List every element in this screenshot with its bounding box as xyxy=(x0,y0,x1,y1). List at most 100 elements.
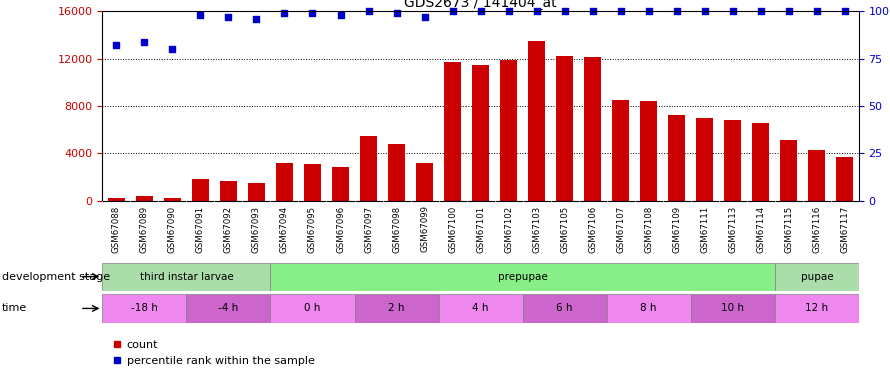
Point xyxy=(278,10,292,16)
Text: GSM67115: GSM67115 xyxy=(784,206,793,253)
Text: 2 h: 2 h xyxy=(388,303,405,313)
Bar xyxy=(837,157,854,201)
Point xyxy=(417,14,432,20)
Bar xyxy=(417,163,433,201)
Bar xyxy=(220,180,237,201)
Point xyxy=(361,8,376,14)
Text: GSM67107: GSM67107 xyxy=(616,206,625,253)
Bar xyxy=(444,62,461,201)
Text: GSM67091: GSM67091 xyxy=(196,206,205,252)
Point xyxy=(109,42,124,48)
Text: GSM67105: GSM67105 xyxy=(560,206,570,253)
Text: development stage: development stage xyxy=(2,272,109,282)
Bar xyxy=(271,294,354,322)
Text: GSM67100: GSM67100 xyxy=(448,206,457,253)
Point xyxy=(390,10,404,16)
Point xyxy=(249,16,263,22)
Text: GSM67096: GSM67096 xyxy=(336,206,345,252)
Bar xyxy=(276,163,293,201)
Bar xyxy=(522,294,607,322)
Bar xyxy=(304,164,321,201)
Text: pupae: pupae xyxy=(800,272,833,282)
Bar xyxy=(775,294,859,322)
Text: GSM67117: GSM67117 xyxy=(840,206,849,253)
Text: GSM67093: GSM67093 xyxy=(252,206,261,252)
Text: GSM67106: GSM67106 xyxy=(588,206,597,253)
Text: 12 h: 12 h xyxy=(805,303,829,313)
Point xyxy=(222,14,236,20)
Bar xyxy=(691,294,775,322)
Text: GSM67094: GSM67094 xyxy=(280,206,289,252)
Bar xyxy=(108,198,125,201)
Legend: count, percentile rank within the sample: count, percentile rank within the sample xyxy=(108,336,320,370)
Bar xyxy=(192,179,209,201)
Bar xyxy=(775,262,859,291)
Text: GSM67101: GSM67101 xyxy=(476,206,485,253)
Text: -18 h: -18 h xyxy=(131,303,158,313)
Point xyxy=(725,8,740,14)
Bar xyxy=(529,41,545,201)
Text: GSM67089: GSM67089 xyxy=(140,206,149,252)
Point xyxy=(586,8,600,14)
Bar xyxy=(136,196,153,201)
Text: GSM67099: GSM67099 xyxy=(420,206,429,252)
Point xyxy=(698,8,712,14)
Point xyxy=(473,8,488,14)
Text: GSM67116: GSM67116 xyxy=(813,206,821,253)
Point xyxy=(642,8,656,14)
Point xyxy=(166,46,180,52)
Text: GSM67095: GSM67095 xyxy=(308,206,317,252)
Bar xyxy=(332,168,349,201)
Text: GSM67113: GSM67113 xyxy=(728,206,737,253)
Bar xyxy=(808,150,825,201)
Bar xyxy=(102,262,271,291)
Bar xyxy=(354,294,439,322)
Bar xyxy=(500,60,517,201)
Point xyxy=(446,8,460,14)
Bar xyxy=(696,118,713,201)
Bar xyxy=(473,64,489,201)
Point xyxy=(501,8,515,14)
Text: 0 h: 0 h xyxy=(304,303,320,313)
Point xyxy=(334,12,348,18)
Bar xyxy=(271,262,775,291)
Text: GSM67092: GSM67092 xyxy=(224,206,233,252)
Title: GDS2673 / 141404_at: GDS2673 / 141404_at xyxy=(404,0,557,10)
Text: GSM67097: GSM67097 xyxy=(364,206,373,252)
Point xyxy=(837,8,852,14)
Text: GSM67088: GSM67088 xyxy=(112,206,121,253)
Text: 6 h: 6 h xyxy=(556,303,573,313)
Text: GSM67109: GSM67109 xyxy=(672,206,681,252)
Text: 4 h: 4 h xyxy=(473,303,489,313)
Bar xyxy=(724,120,741,201)
Point xyxy=(530,8,544,14)
Bar xyxy=(360,135,377,201)
Bar xyxy=(607,294,691,322)
Bar xyxy=(668,116,685,201)
Text: GSM67114: GSM67114 xyxy=(756,206,765,253)
Text: GSM67108: GSM67108 xyxy=(644,206,653,253)
Text: -4 h: -4 h xyxy=(218,303,239,313)
Text: prepupae: prepupae xyxy=(498,272,547,282)
Bar xyxy=(752,123,769,201)
Bar xyxy=(248,183,265,201)
Text: GSM67103: GSM67103 xyxy=(532,206,541,253)
Point xyxy=(557,8,571,14)
Point xyxy=(613,8,627,14)
Point xyxy=(754,8,768,14)
Bar xyxy=(556,56,573,201)
Bar xyxy=(781,140,797,201)
Bar xyxy=(584,57,601,201)
Bar xyxy=(439,294,522,322)
Point xyxy=(781,8,796,14)
Bar xyxy=(186,294,271,322)
Bar xyxy=(164,198,181,201)
Text: GSM67090: GSM67090 xyxy=(168,206,177,252)
Point xyxy=(810,8,824,14)
Bar xyxy=(388,144,405,201)
Text: 10 h: 10 h xyxy=(721,303,744,313)
Bar xyxy=(640,101,657,201)
Bar xyxy=(612,100,629,201)
Point xyxy=(669,8,684,14)
Point xyxy=(305,10,320,16)
